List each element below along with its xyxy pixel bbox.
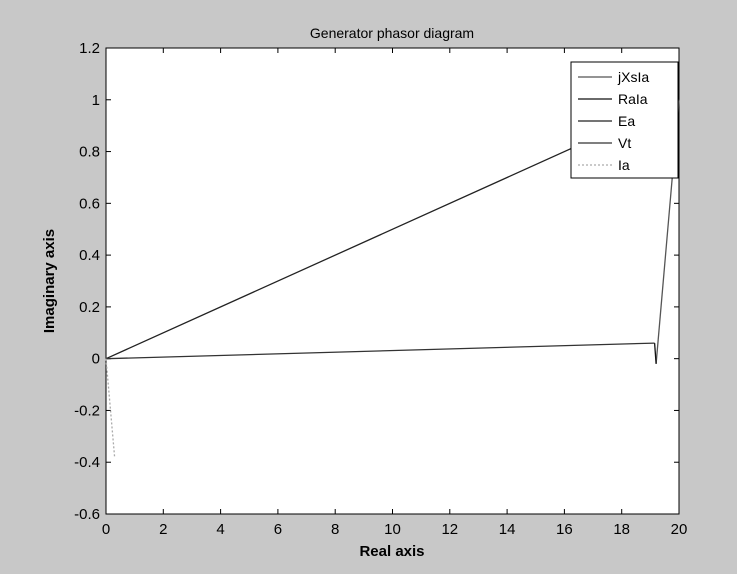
legend-entry-label: Vt xyxy=(618,135,631,151)
x-tick-label: 4 xyxy=(216,521,224,538)
chart-title: Generator phasor diagram xyxy=(310,25,474,41)
legend-entry-label: RaIa xyxy=(618,91,648,107)
y-tick-labels: -0.6 -0.4 -0.2 0 0.2 0.4 0.6 0.8 1 1.2 xyxy=(74,40,100,523)
y-tick-label: -0.2 xyxy=(74,402,100,419)
legend-box xyxy=(570,61,679,179)
y-tick-label: 0.6 xyxy=(79,195,100,212)
series-line-ia xyxy=(105,358,116,458)
x-tick-label: 0 xyxy=(102,521,110,538)
y-tick-label: 0.8 xyxy=(79,144,100,161)
x-tick-label: 20 xyxy=(671,521,688,538)
y-tick-label: 0 xyxy=(92,351,100,368)
x-tick-label: 6 xyxy=(274,521,282,538)
legend-entry-label: jXsIa xyxy=(617,69,649,85)
x-tick-label: 14 xyxy=(499,521,516,538)
x-tick-label: 12 xyxy=(441,521,458,538)
legend: jXsIa RaIa Ea Vt Ia xyxy=(570,61,679,179)
x-tick-label: 8 xyxy=(331,521,339,538)
y-axis-label: Imaginary axis xyxy=(41,229,58,333)
series-line-vt xyxy=(105,342,655,360)
y-tick-label: 1.2 xyxy=(79,40,100,57)
x-tick-label: 18 xyxy=(613,521,630,538)
y-tick-label: 0.2 xyxy=(79,299,100,316)
y-tick-label: 0.4 xyxy=(79,247,100,264)
x-tick-label: 2 xyxy=(159,521,167,538)
tick-marks xyxy=(105,47,680,515)
y-tick-label: -0.6 xyxy=(74,506,100,523)
x-axis-label: Real axis xyxy=(359,543,424,560)
series-line-raia xyxy=(653,343,657,364)
legend-entry-label: Ia xyxy=(618,157,630,173)
x-tick-labels: 0 2 4 6 8 10 12 14 16 18 20 xyxy=(102,521,688,538)
legend-entry-label: Ea xyxy=(618,113,635,129)
x-tick-label: 16 xyxy=(556,521,573,538)
y-tick-label: -0.4 xyxy=(74,454,100,471)
x-tick-label: 10 xyxy=(384,521,401,538)
y-tick-label: 1 xyxy=(92,92,100,109)
